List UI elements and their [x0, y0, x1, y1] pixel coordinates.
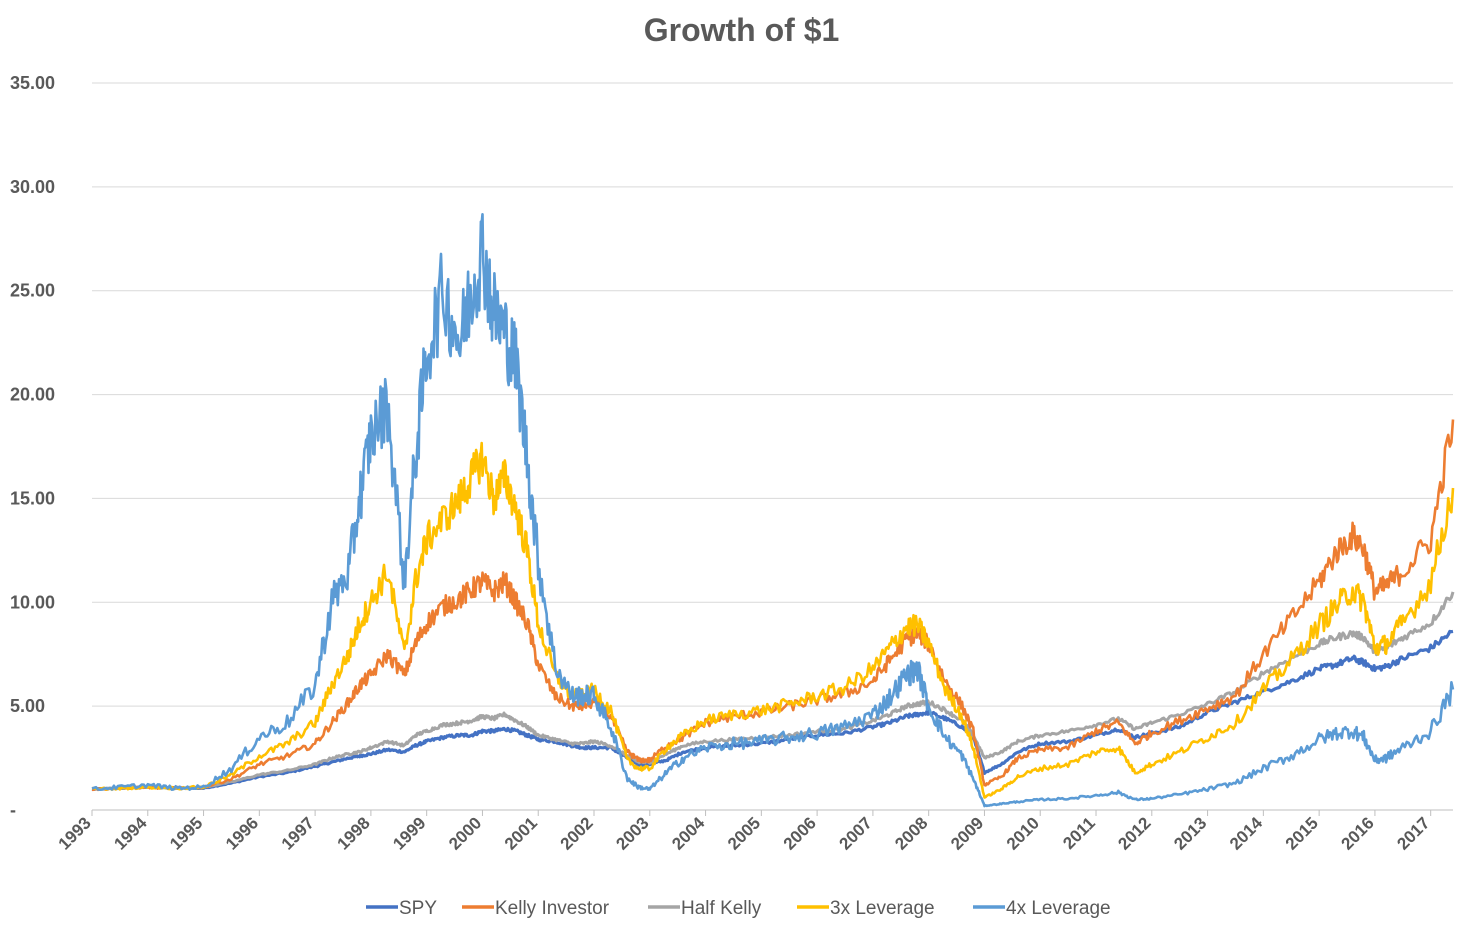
x-tick-label: 1995 — [166, 813, 206, 853]
legend-label: 4x Leverage — [1006, 898, 1111, 919]
y-tick-label: 35.00 — [10, 73, 55, 93]
x-tick-label: 2011 — [1059, 813, 1099, 853]
y-tick-label: 20.00 — [10, 385, 55, 405]
x-tick-label: 2000 — [445, 813, 485, 853]
x-tick-label: 1999 — [389, 813, 429, 853]
y-tick-label: 25.00 — [10, 281, 55, 301]
legend-label: Kelly Investor — [495, 898, 610, 919]
x-tick-label: 2010 — [1003, 813, 1043, 853]
x-tick-label: 2009 — [947, 813, 987, 853]
x-tick-label: 2003 — [612, 813, 652, 853]
x-tick-label: 1997 — [278, 813, 318, 853]
gridlines — [92, 82, 1453, 811]
legend-label: Half Kelly — [681, 898, 762, 919]
x-tick-label: 2006 — [780, 813, 820, 853]
x-tick-label: 2001 — [501, 813, 541, 853]
x-tick-label: 1998 — [334, 813, 374, 853]
x-axis: 1993 1994 1995 1996 1997 1998 1999 2000 2001 2002… — [55, 810, 1434, 854]
x-tick-label: 2005 — [724, 813, 764, 853]
legend-label: SPY — [399, 898, 437, 919]
x-tick-label: 2016 — [1338, 813, 1378, 853]
x-tick-label: 1994 — [110, 813, 151, 854]
y-tick-label: - — [10, 800, 16, 820]
series-line-3x-leverage — [91, 441, 1455, 799]
chart-title: Growth of $1 — [643, 12, 840, 48]
series-line-kelly-investor — [91, 419, 1455, 792]
legend-label: 3x Leverage — [830, 898, 935, 919]
y-tick-label: 30.00 — [10, 177, 55, 197]
y-axis: 35.00 30.00 25.00 20.00 15.00 10.00 5.00 - — [10, 73, 55, 820]
series-lines — [91, 213, 1455, 808]
x-tick-label: 2007 — [836, 813, 876, 853]
x-tick-label: 2013 — [1170, 813, 1210, 853]
x-tick-label: 2008 — [891, 813, 931, 853]
y-tick-label: 15.00 — [10, 488, 55, 508]
series-line-half-kelly — [91, 591, 1455, 791]
x-tick-label: 2017 — [1393, 813, 1433, 853]
x-tick-label: 2004 — [668, 813, 709, 854]
legend: SPY Kelly Investor Half Kelly 3x Leverage 4x… — [366, 898, 1111, 919]
x-tick-label: 1993 — [55, 813, 95, 853]
x-tick-label: 1996 — [222, 813, 262, 853]
y-tick-label: 5.00 — [10, 696, 45, 716]
x-tick-label: 2014 — [1226, 813, 1267, 854]
y-tick-label: 10.00 — [10, 592, 55, 612]
x-tick-label: 2015 — [1282, 813, 1322, 853]
series-line-4x-leverage — [91, 213, 1455, 808]
x-tick-label: 2012 — [1114, 813, 1154, 853]
x-tick-label: 2002 — [557, 813, 597, 853]
